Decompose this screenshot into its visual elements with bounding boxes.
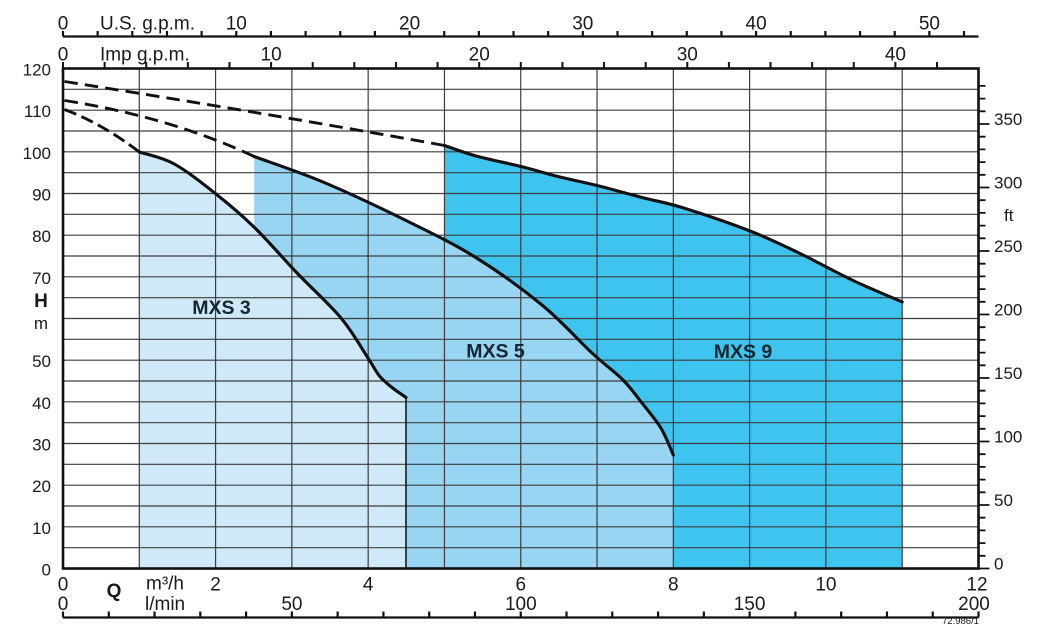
svg-text:6: 6	[516, 575, 527, 596]
svg-text:0: 0	[58, 594, 69, 615]
svg-text:50: 50	[994, 491, 1013, 510]
svg-text:72.986/1: 72.986/1	[942, 616, 979, 627]
svg-text:40: 40	[32, 394, 51, 413]
svg-text:120: 120	[23, 61, 51, 80]
svg-text:150: 150	[734, 594, 766, 615]
svg-text:20: 20	[469, 45, 490, 66]
svg-text:350: 350	[994, 110, 1022, 129]
svg-text:ft: ft	[1004, 206, 1014, 225]
svg-text:MXS 9: MXS 9	[714, 341, 773, 363]
svg-text:50: 50	[32, 352, 51, 371]
svg-text:80: 80	[32, 227, 51, 246]
svg-text:10: 10	[815, 575, 836, 596]
svg-text:70: 70	[32, 269, 51, 288]
svg-text:m³/h: m³/h	[146, 574, 184, 595]
svg-text:l/min: l/min	[145, 594, 185, 615]
svg-text:0: 0	[58, 575, 69, 596]
svg-text:0: 0	[58, 14, 69, 35]
svg-text:50: 50	[281, 594, 302, 615]
svg-text:MXS 3: MXS 3	[192, 297, 251, 319]
svg-text:8: 8	[668, 575, 679, 596]
svg-text:10: 10	[226, 14, 247, 35]
svg-text:m: m	[34, 314, 48, 333]
svg-text:4: 4	[363, 575, 374, 596]
svg-text:20: 20	[32, 477, 51, 496]
svg-text:12: 12	[966, 575, 987, 596]
svg-text:2: 2	[210, 575, 221, 596]
svg-text:20: 20	[399, 14, 420, 35]
svg-text:50: 50	[919, 14, 940, 35]
svg-text:0: 0	[42, 561, 51, 580]
svg-text:300: 300	[994, 174, 1022, 193]
svg-text:MXS 5: MXS 5	[466, 341, 525, 363]
svg-text:30: 30	[32, 436, 51, 455]
svg-text:200: 200	[958, 594, 990, 615]
svg-text:0: 0	[58, 45, 69, 66]
svg-text:200: 200	[994, 301, 1022, 320]
svg-text:30: 30	[677, 45, 698, 66]
svg-text:10: 10	[261, 45, 282, 66]
svg-text:90: 90	[32, 186, 51, 205]
svg-text:110: 110	[24, 102, 51, 121]
svg-text:100: 100	[23, 144, 51, 163]
svg-text:0: 0	[994, 555, 1003, 574]
svg-text:150: 150	[994, 364, 1022, 383]
svg-text:10: 10	[32, 519, 51, 538]
svg-text:U.S. g.p.m.: U.S. g.p.m.	[100, 14, 195, 35]
svg-text:40: 40	[746, 14, 767, 35]
svg-text:H: H	[34, 291, 48, 312]
svg-text:30: 30	[572, 14, 593, 35]
svg-text:100: 100	[994, 428, 1022, 447]
svg-text:40: 40	[885, 45, 906, 66]
svg-text:Imp g.p.m.: Imp g.p.m.	[100, 45, 190, 66]
svg-text:100: 100	[505, 594, 537, 615]
svg-text:250: 250	[994, 237, 1022, 256]
svg-text:Q: Q	[107, 581, 122, 602]
